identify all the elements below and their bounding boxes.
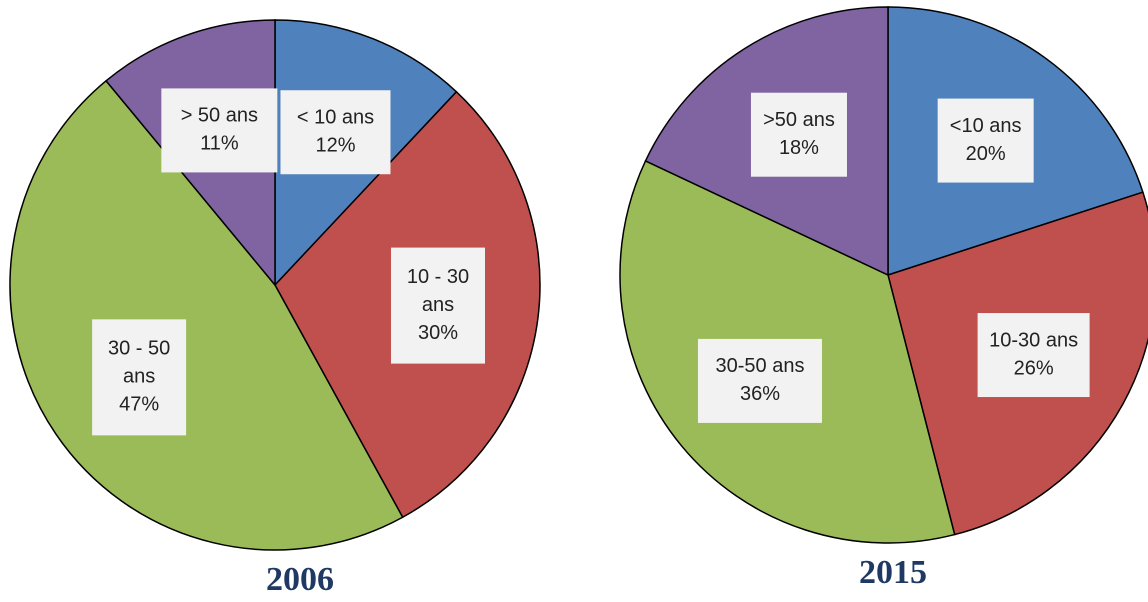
slice-category: 30 - 50	[108, 338, 170, 360]
slice-label-box	[697, 338, 822, 423]
slice-label: 30-50 ans 36%	[697, 338, 822, 423]
slice-label: 30 - 50 ans 47%	[92, 319, 187, 436]
slice-label-box	[280, 90, 391, 175]
slice-percent: 12%	[315, 135, 355, 157]
pie-chart-2015: <10 ans 20% 10-30 ans 26% 30-50 ans 36% >50 an…	[619, 6, 1148, 544]
slice-label-box	[391, 247, 486, 364]
slice-category: 10-30 ans	[989, 329, 1078, 351]
slice-label: >50 ans 18%	[750, 92, 847, 177]
slice-percent: 26%	[1014, 357, 1054, 379]
slice-label-box	[750, 92, 847, 177]
slice-percent: 47%	[119, 394, 159, 416]
slice-category: ans	[422, 294, 454, 316]
slice-category: 10 - 30	[407, 266, 469, 288]
slice-label: 10-30 ans 26%	[977, 313, 1090, 398]
slice-category: ans	[123, 366, 155, 388]
slice-label-box	[977, 313, 1090, 398]
slice-percent: 30%	[418, 322, 458, 344]
slice-percent: 18%	[779, 137, 819, 159]
slice-label: < 10 ans 12%	[280, 90, 391, 175]
slice-percent: 20%	[966, 143, 1006, 165]
slice-category: >50 ans	[763, 109, 835, 131]
slice-label-box	[161, 88, 278, 173]
slice-label: > 50 ans 11%	[161, 88, 278, 173]
pie-chart-2006: < 10 ans 12% 10 - 30 ans 30% 30 - 50 ans 47% > 5…	[9, 19, 541, 551]
slice-percent: 36%	[740, 383, 780, 405]
slice-label: <10 ans 20%	[937, 98, 1034, 183]
slice-label-box	[937, 98, 1034, 183]
slice-category: 30-50 ans	[715, 355, 804, 377]
slice-category: > 50 ans	[181, 105, 258, 127]
slice-category: < 10 ans	[297, 107, 374, 129]
chart-title-2006: 2006	[266, 561, 334, 598]
slice-label: 10 - 30 ans 30%	[391, 247, 486, 364]
chart-title-2015: 2015	[859, 554, 927, 591]
slice-percent: 11%	[200, 133, 239, 155]
slice-label-box	[92, 319, 187, 436]
slice-category: <10 ans	[950, 115, 1022, 137]
